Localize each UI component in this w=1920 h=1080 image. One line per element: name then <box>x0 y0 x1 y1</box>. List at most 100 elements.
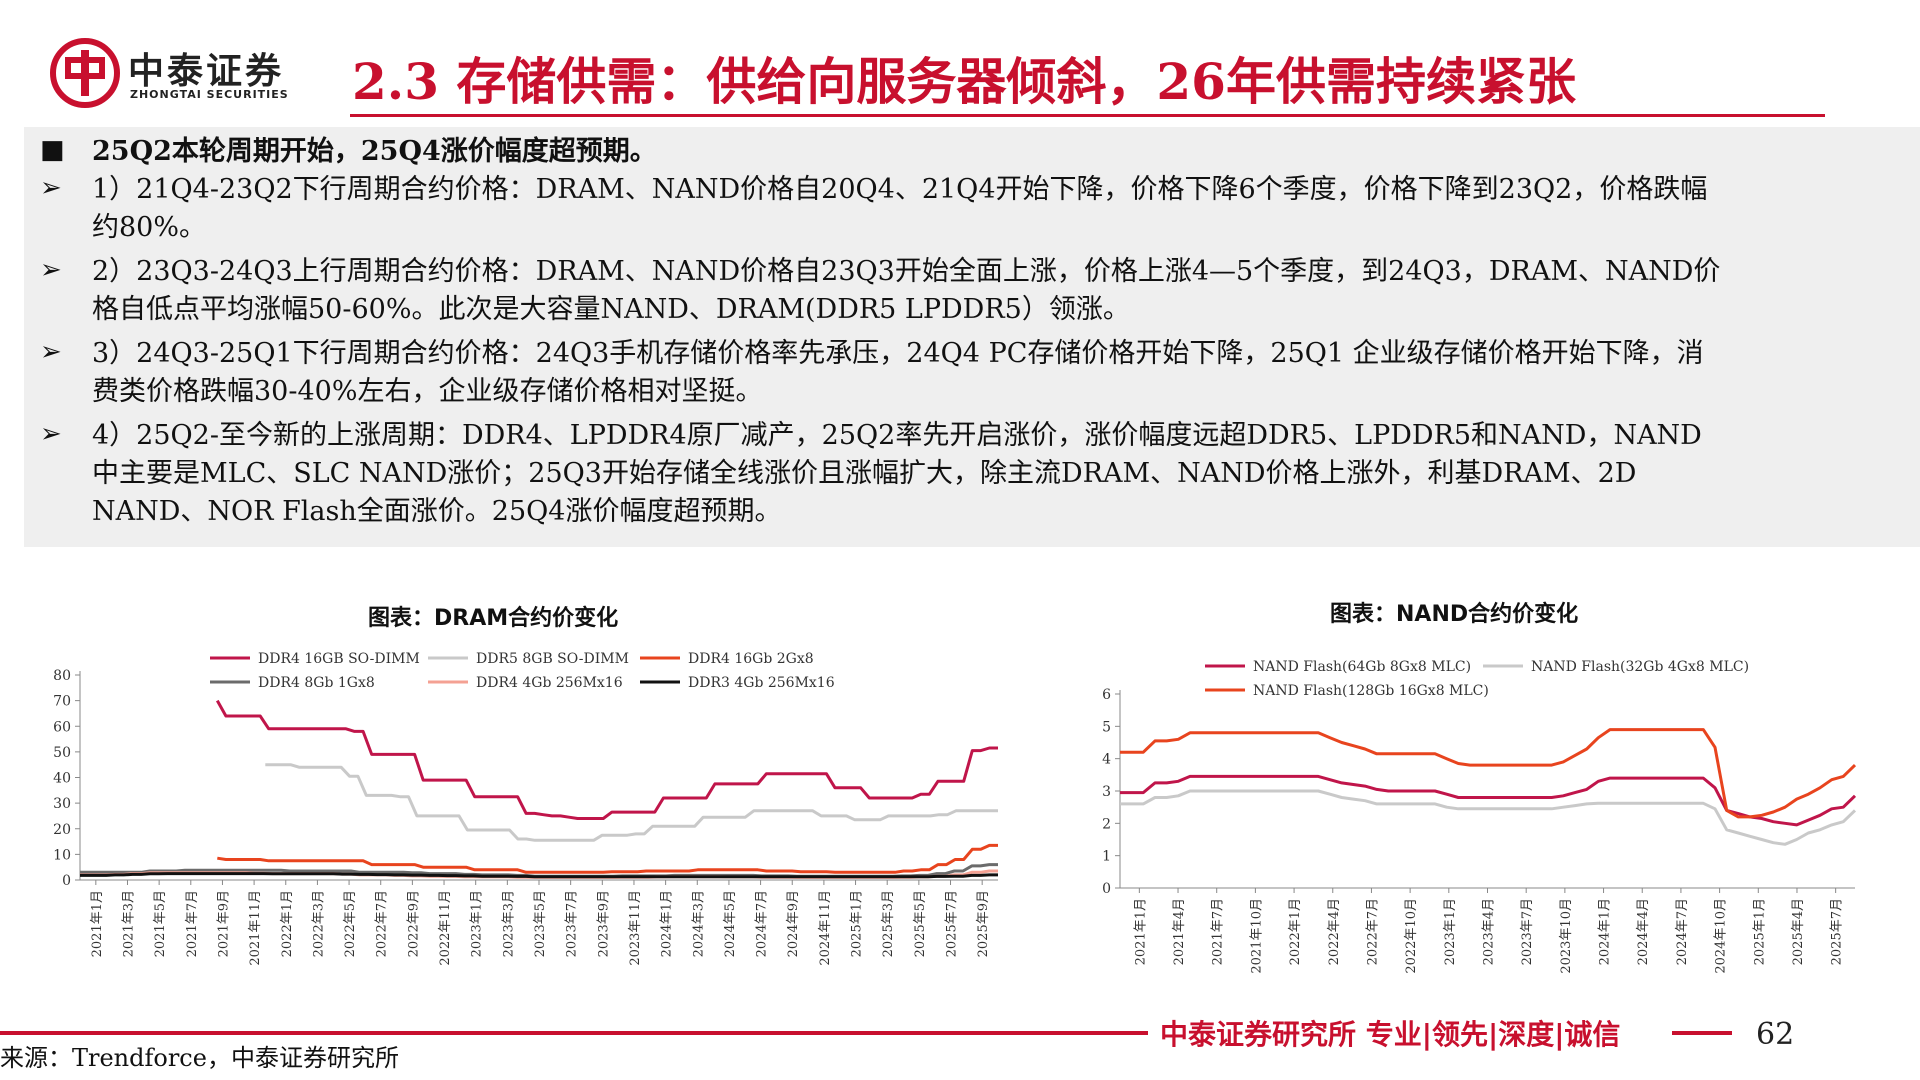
x-tick-label: 2025年1月 <box>850 890 865 957</box>
x-tick-label: 2021年4月 <box>1172 898 1187 965</box>
x-tick-label: 2025年3月 <box>881 890 896 957</box>
legend-label: DDR4 16Gb 2Gx8 <box>688 651 814 667</box>
y-tick-label: 30 <box>53 796 71 812</box>
y-tick-label: 80 <box>53 668 71 684</box>
y-tick-label: 40 <box>53 771 71 787</box>
legend-label: DDR4 8Gb 1Gx8 <box>258 675 375 691</box>
bullet-arrow: ➢ <box>40 419 62 449</box>
point-4-line-2: 中主要是MLC、SLC NAND涨价；25Q3开始存储全线涨价且涨幅扩大，除主流… <box>92 458 1637 489</box>
series-line <box>265 763 998 842</box>
x-tick-label: 2022年3月 <box>311 890 326 957</box>
bullet-square: ■ <box>40 135 65 165</box>
series-line <box>1120 728 1857 819</box>
series-line <box>215 699 998 820</box>
x-tick-label: 2021年5月 <box>153 890 168 957</box>
page-number: 62 <box>1756 1017 1795 1052</box>
dram-price-chart: 0 10 20 30 40 50 60 70 80 2021年1月 2021年3月 2021年5月 20… <box>53 651 998 966</box>
title-underline <box>350 114 1825 117</box>
x-tick-label: 2022年7月 <box>375 890 390 957</box>
x-tick-label: 2022年9月 <box>406 890 421 957</box>
x-tick-label: 2021年3月 <box>121 890 136 957</box>
footer-slogan: 中泰证券研究所 专业|领先|深度|诚信 <box>1160 1018 1621 1051</box>
company-logo: 中泰证券 ZHONGTAI SECURITIES <box>50 38 300 108</box>
series-line <box>217 843 998 874</box>
summary-headline: 25Q2本轮周期开始，25Q4涨价幅度超预期。 <box>92 136 657 167</box>
x-tick-label: 2021年9月 <box>216 890 231 957</box>
bullet-arrow: ➢ <box>40 337 62 367</box>
x-tick-label: 2025年7月 <box>1830 898 1845 965</box>
y-tick-label: 60 <box>53 719 71 735</box>
y-tick-label: 5 <box>1102 719 1111 735</box>
x-tick-label: 2022年11月 <box>438 890 453 966</box>
y-tick-label: 50 <box>53 745 71 761</box>
legend-label: DDR5 8GB SO-DIMM <box>476 651 629 667</box>
point-3-line-1: 3）24Q3-25Q1下行周期合约价格：24Q3手机存储价格率先承压，24Q4 … <box>92 338 1704 369</box>
x-tick-label: 2023年1月 <box>1443 898 1458 965</box>
x-tick-label: 2025年4月 <box>1791 898 1806 965</box>
point-1-line-2: 约80%。 <box>92 212 207 243</box>
x-tick-label: 2024年4月 <box>1636 898 1651 965</box>
x-tick-label: 2023年1月 <box>470 890 485 957</box>
x-tick-label: 2025年7月 <box>945 890 960 957</box>
legend-label: NAND Flash(64Gb 8Gx8 MLC) <box>1253 659 1471 675</box>
legend-label: NAND Flash(128Gb 16Gx8 MLC) <box>1253 683 1489 699</box>
legend-label: DDR4 16GB SO-DIMM <box>258 651 420 667</box>
x-tick-label: 2024年7月 <box>755 890 770 957</box>
summary-box: ■ 25Q2本轮周期开始，25Q4涨价幅度超预期。 ➢ 1）21Q4-23Q2下… <box>24 127 1920 547</box>
x-tick-label: 2023年5月 <box>533 890 548 957</box>
x-tick-label: 2024年11月 <box>818 890 833 966</box>
x-tick-label: 2021年7月 <box>185 890 200 957</box>
x-tick-label: 2022年1月 <box>280 890 295 957</box>
y-tick-label: 6 <box>1102 687 1111 703</box>
logo-emblem-icon <box>50 38 120 108</box>
legend-label: DDR3 4Gb 256Mx16 <box>688 675 835 691</box>
x-tick-label: 2023年7月 <box>1520 898 1535 965</box>
source-note: 来源：Trendforce，中泰证券研究所 <box>0 1044 399 1072</box>
point-4-line-1: 4）25Q2-至今新的上涨周期：DDR4、LPDDR4原厂减产，25Q2率先开启… <box>92 420 1702 451</box>
y-tick-label: 0 <box>62 873 71 889</box>
x-tick-label: 2024年1月 <box>660 890 675 957</box>
footer-rule-right <box>1672 1031 1732 1035</box>
logo-chinese-name: 中泰证券 <box>128 51 285 92</box>
x-tick-label: 2023年9月 <box>596 890 611 957</box>
x-tick-label: 2025年1月 <box>1752 898 1767 965</box>
x-tick-label: 2023年10月 <box>1559 898 1574 974</box>
y-tick-label: 20 <box>53 822 71 838</box>
nand-chart-title: 图表：NAND合约价变化 <box>1330 602 1579 627</box>
x-tick-label: 2023年7月 <box>565 890 580 957</box>
y-tick-label: 70 <box>53 694 71 710</box>
page-title: 2.3 存储供需：供给向服务器倾斜，26年供需持续紧张 <box>352 52 1576 111</box>
y-tick-label: 10 <box>53 847 71 863</box>
series-line <box>1120 789 1857 846</box>
footer-rule-left <box>0 1031 1148 1035</box>
x-tick-label: 2023年4月 <box>1482 898 1497 965</box>
x-tick-label: 2024年5月 <box>723 890 738 957</box>
dram-chart-title: 图表：DRAM合约价变化 <box>368 606 619 631</box>
x-tick-label: 2024年10月 <box>1714 898 1729 974</box>
x-tick-label: 2021年1月 <box>1133 898 1148 965</box>
x-tick-label: 2024年7月 <box>1675 898 1690 965</box>
y-tick-label: 2 <box>1102 816 1111 832</box>
x-tick-label: 2022年1月 <box>1288 898 1303 965</box>
nand-price-chart: 0 1 2 3 4 5 6 2021年1月 2021年4月 2021年7月 2021年10月 2022… <box>1102 659 1857 974</box>
x-tick-label: 2021年11月 <box>248 890 263 966</box>
x-tick-label: 2022年10月 <box>1404 898 1419 974</box>
series-line <box>80 872 998 879</box>
y-tick-label: 1 <box>1102 849 1111 865</box>
x-tick-label: 2022年5月 <box>343 890 358 957</box>
y-tick-label: 0 <box>1102 881 1111 897</box>
x-tick-label: 2022年7月 <box>1365 898 1380 965</box>
legend-label: DDR4 4Gb 256Mx16 <box>476 675 623 691</box>
x-tick-label: 2023年3月 <box>501 890 516 957</box>
x-tick-label: 2024年1月 <box>1598 898 1613 965</box>
x-tick-label: 2024年9月 <box>786 890 801 957</box>
x-tick-label: 2024年3月 <box>691 890 706 957</box>
point-3-line-2: 费类价格跌幅30-40%左右，企业级存储价格相对坚挺。 <box>92 376 763 407</box>
x-tick-label: 2021年10月 <box>1249 898 1264 974</box>
legend-label: NAND Flash(32Gb 4Gx8 MLC) <box>1531 659 1749 675</box>
point-2-line-2: 格自低点平均涨幅50-60%。此次是大容量NAND、DRAM(DDR5 LPDD… <box>92 294 1130 325</box>
x-tick-label: 2025年5月 <box>913 890 928 957</box>
bullet-arrow: ➢ <box>40 173 62 203</box>
logo-english-name: ZHONGTAI SECURITIES <box>130 88 289 101</box>
point-2-line-1: 2）23Q3-24Q3上行周期合约价格：DRAM、NAND价格自23Q3开始全面… <box>92 256 1721 287</box>
